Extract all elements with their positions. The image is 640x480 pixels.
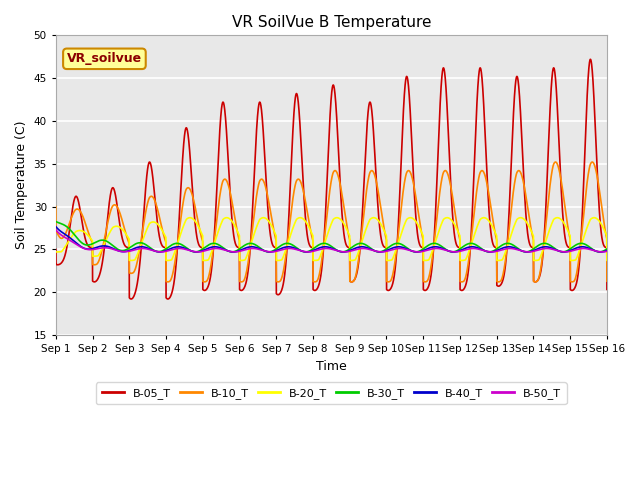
B-50_T: [551, 247, 559, 253]
B-10_T: [551, 160, 559, 166]
B-40_T: [603, 248, 611, 253]
B-20_T: [395, 239, 403, 244]
B-40_T: [206, 245, 214, 251]
B-30_T: [301, 249, 309, 255]
Y-axis label: Soil Temperature (C): Soil Temperature (C): [15, 121, 28, 250]
B-20_T: [170, 252, 178, 257]
B-40_T: [551, 246, 559, 252]
B-10_T: [385, 279, 393, 285]
B-10_T: [603, 278, 611, 284]
B-30_T: [206, 241, 214, 247]
B-05_T: [206, 277, 214, 283]
X-axis label: Time: Time: [316, 360, 347, 372]
B-40_T: [170, 244, 178, 250]
B-40_T: [603, 248, 611, 253]
B-05_T: [170, 279, 178, 285]
Line: B-10_T: B-10_T: [56, 162, 607, 282]
B-50_T: [603, 249, 611, 254]
B-50_T: [385, 248, 393, 253]
Line: B-40_T: B-40_T: [56, 227, 607, 252]
B-10_T: [52, 204, 60, 209]
B-05_T: [603, 245, 611, 251]
B-05_T: [127, 296, 135, 302]
B-10_T: [206, 269, 214, 275]
B-05_T: [395, 211, 403, 217]
B-50_T: [603, 249, 611, 254]
B-20_T: [603, 233, 611, 239]
B-10_T: [603, 236, 611, 241]
B-20_T: [551, 216, 559, 222]
B-30_T: [395, 240, 403, 246]
B-50_T: [170, 246, 178, 252]
B-30_T: [551, 246, 559, 252]
B-10_T: [395, 228, 403, 234]
B-30_T: [170, 241, 178, 247]
B-10_T: [588, 159, 596, 165]
B-05_T: [385, 288, 393, 293]
B-40_T: [385, 247, 393, 252]
B-50_T: [395, 246, 403, 252]
B-30_T: [52, 218, 60, 224]
B-30_T: [385, 244, 393, 250]
Line: B-20_T: B-20_T: [56, 217, 607, 261]
B-20_T: [590, 215, 598, 220]
B-40_T: [156, 249, 164, 255]
B-20_T: [206, 254, 214, 260]
B-40_T: [395, 244, 403, 250]
B-30_T: [603, 246, 611, 252]
B-20_T: [385, 258, 393, 264]
B-05_T: [586, 57, 594, 62]
B-20_T: [52, 249, 60, 255]
Text: VR_soilvue: VR_soilvue: [67, 52, 142, 65]
Line: B-30_T: B-30_T: [56, 221, 607, 252]
B-05_T: [603, 287, 611, 292]
B-40_T: [52, 224, 60, 229]
B-10_T: [568, 279, 576, 285]
B-50_T: [52, 227, 60, 233]
B-20_T: [568, 258, 576, 264]
B-50_T: [206, 247, 214, 252]
B-50_T: [451, 249, 459, 255]
Legend: B-05_T, B-10_T, B-20_T, B-30_T, B-40_T, B-50_T: B-05_T, B-10_T, B-20_T, B-30_T, B-40_T, …: [96, 382, 566, 404]
Line: B-05_T: B-05_T: [56, 60, 607, 299]
B-20_T: [603, 257, 611, 263]
Title: VR SoilVue B Temperature: VR SoilVue B Temperature: [232, 15, 431, 30]
B-05_T: [551, 69, 559, 74]
Line: B-50_T: B-50_T: [56, 230, 607, 252]
B-10_T: [170, 265, 178, 271]
B-30_T: [603, 246, 611, 252]
B-05_T: [52, 246, 60, 252]
